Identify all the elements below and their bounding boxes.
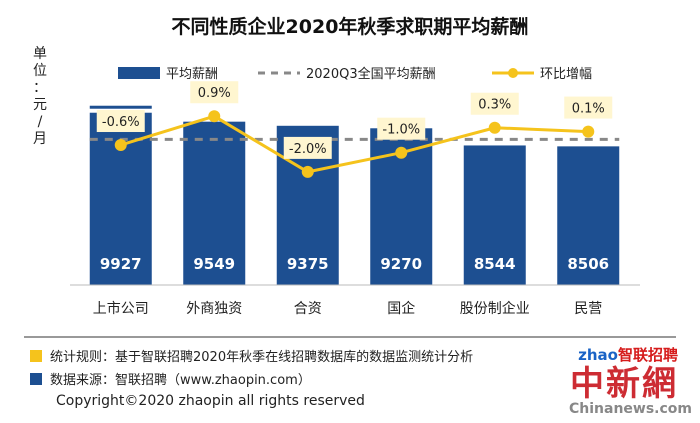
y-axis-label: 单位：元/月 bbox=[33, 46, 47, 147]
note-rule-text: 统计规则：基于智联招聘2020年秋季在线招聘数据库的数据监测统计分析 bbox=[50, 350, 474, 365]
growth-label-bg bbox=[283, 136, 332, 159]
growth-point bbox=[301, 165, 314, 178]
bar bbox=[557, 146, 620, 285]
x-tick-label: 外商独资 bbox=[186, 301, 242, 317]
bar-value-label: 9375 bbox=[287, 255, 329, 273]
note-rule: 统计规则：基于智联招聘2020年秋季在线招聘数据库的数据监测统计分析 bbox=[30, 346, 473, 365]
y-axis-label-char: 位 bbox=[33, 63, 47, 79]
watermark-logo: 中新網 bbox=[570, 364, 678, 404]
bar bbox=[463, 145, 526, 285]
bar-value-label: 9549 bbox=[193, 255, 235, 273]
growth-label-bg bbox=[96, 110, 145, 133]
growth-point bbox=[582, 125, 595, 138]
growth-label-bg bbox=[190, 81, 239, 104]
bar-value-label: 8506 bbox=[567, 255, 609, 273]
note-source-text: 数据来源：智联招聘（www.zhaopin.com） bbox=[50, 373, 311, 388]
x-tick-label: 上市公司 bbox=[93, 300, 149, 317]
legend: 平均薪酬 2020Q3全国平均薪酬 环比增幅 bbox=[118, 66, 592, 82]
growth-label: 0.1% bbox=[572, 102, 605, 117]
y-axis-label-char: / bbox=[38, 114, 43, 130]
legend-swatch-bar bbox=[118, 67, 160, 79]
growth-label-bg bbox=[564, 96, 613, 119]
legend-marker-line bbox=[508, 68, 518, 78]
bar-series: 9927 9549 9375 9270 8544 8506 bbox=[89, 105, 620, 286]
x-tick-label: 股份制企业 bbox=[460, 300, 530, 317]
bar bbox=[183, 121, 246, 285]
watermark-brand-name: 智联招聘 bbox=[617, 346, 678, 364]
y-axis-label-char: 单 bbox=[33, 46, 47, 62]
growth-label: 0.3% bbox=[478, 98, 511, 113]
growth-point bbox=[395, 146, 408, 159]
copyright-text: Copyright©2020 zhaopin all rights reserv… bbox=[56, 393, 365, 409]
growth-label: -2.0% bbox=[289, 142, 327, 157]
bar-value-label: 9270 bbox=[380, 255, 422, 273]
growth-label: 0.9% bbox=[198, 86, 231, 101]
chart-title: 不同性质企业2020年秋季求职期平均薪酬 bbox=[172, 15, 529, 38]
y-axis-label-char: 月 bbox=[33, 131, 47, 147]
growth-label: -0.6% bbox=[102, 115, 140, 130]
note-rule-swatch bbox=[30, 349, 42, 362]
bar-value-label: 9927 bbox=[100, 255, 142, 273]
growth-line-series: -0.6% 0.9% -2.0% -1.0% 0.3% 0.1% bbox=[96, 81, 613, 178]
watermark-brand-prefix: zhao bbox=[578, 346, 618, 364]
growth-label: -1.0% bbox=[382, 123, 420, 138]
note-source: 数据来源：智联招聘（www.zhaopin.com） bbox=[30, 369, 311, 388]
legend-label-line: 环比增幅 bbox=[540, 67, 592, 82]
growth-label-bg bbox=[377, 117, 426, 140]
x-tick-label: 民营 bbox=[574, 301, 602, 317]
bar-cap bbox=[89, 105, 152, 109]
growth-point bbox=[208, 110, 221, 123]
watermark-site: Chinanews.com bbox=[568, 401, 692, 417]
y-axis-label-char: 元 bbox=[33, 97, 47, 113]
legend-label-reference: 2020Q3全国平均薪酬 bbox=[306, 66, 436, 82]
note-source-swatch bbox=[30, 372, 42, 385]
growth-point bbox=[114, 139, 127, 152]
y-axis-label-char: ： bbox=[33, 80, 47, 96]
legend-label-bar: 平均薪酬 bbox=[166, 67, 218, 82]
watermark-brand: zhao智联招聘 bbox=[578, 344, 678, 365]
x-tick-label: 合资 bbox=[294, 301, 322, 317]
growth-label-bg bbox=[470, 92, 519, 115]
growth-point bbox=[488, 121, 501, 134]
x-axis-ticks: 上市公司 外商独资 合资 国企 股份制企业 民营 bbox=[93, 300, 603, 317]
growth-line bbox=[120, 114, 589, 174]
bar-value-label: 8544 bbox=[474, 255, 516, 273]
x-tick-label: 国企 bbox=[387, 300, 415, 317]
